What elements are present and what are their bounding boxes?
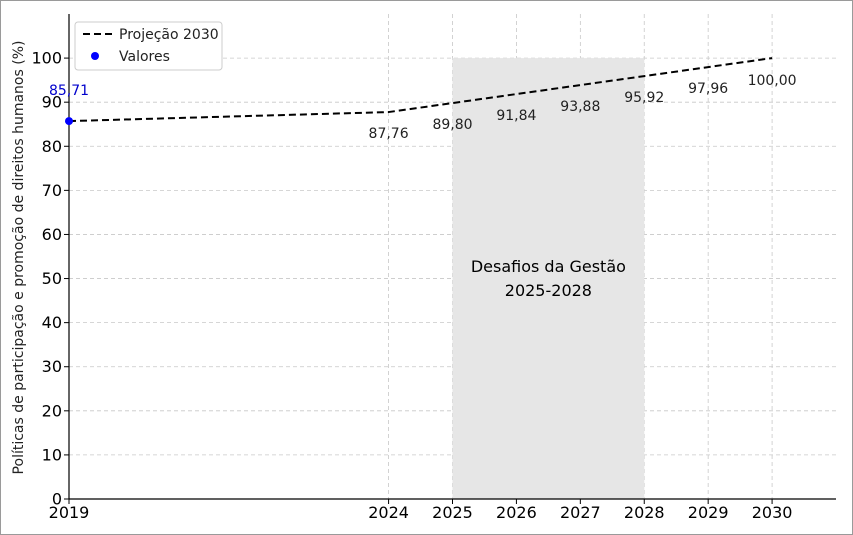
data-label: 100,00 [748, 73, 797, 89]
series-layer [65, 57, 773, 126]
y-tick-label: 10 [42, 445, 62, 464]
shaded-region-rect [452, 58, 645, 499]
data-label: 93,88 [560, 99, 600, 115]
y-tick-label: 60 [42, 225, 62, 244]
data-label: 97,96 [688, 81, 728, 97]
y-tick-label: 80 [42, 137, 62, 156]
y-tick-label: 40 [42, 313, 62, 332]
value-point [65, 117, 73, 126]
data-labels: 85,71 87,76 89,80 91,84 93,88 95,92 97,96 100,0… [49, 73, 797, 142]
y-tick-label: 20 [42, 401, 62, 420]
x-tick-label: 2028 [624, 503, 665, 522]
legend-label-valores: Valores [119, 49, 170, 65]
y-tick-label: 30 [42, 357, 62, 376]
x-tick-label: 2027 [560, 503, 601, 522]
data-label: 95,92 [624, 90, 664, 106]
legend-label-projecao: Projeção 2030 [119, 27, 219, 43]
data-label: 91,84 [496, 108, 536, 124]
y-tick-label: 70 [42, 181, 62, 200]
data-label: 89,80 [432, 117, 472, 133]
x-tick-label: 2026 [496, 503, 537, 522]
shaded-region-label: Desafios da Gestão [471, 257, 626, 276]
y-tick-label: 50 [42, 269, 62, 288]
data-label: 87,76 [369, 126, 409, 142]
projection-line [68, 57, 773, 123]
legend-swatch-valores [91, 52, 99, 60]
x-tick-label: 2029 [688, 503, 729, 522]
x-tick-label: 2019 [49, 503, 90, 522]
x-tick-label: 2024 [368, 503, 409, 522]
shaded-region: Desafios da Gestão 2025-2028 [452, 58, 645, 499]
shaded-region-label: 2025-2028 [505, 281, 592, 300]
y-axis-label: Políticas de participação e promoção de … [11, 41, 27, 475]
x-tick-label: 2025 [432, 503, 473, 522]
data-label: 85,71 [49, 83, 89, 99]
x-tick-label: 2030 [752, 503, 793, 522]
y-tick-label: 100 [31, 49, 62, 68]
y-tick-label: 0 [52, 490, 62, 509]
y-tick-label: 90 [42, 93, 62, 112]
legend: Projeção 2030 Valores [74, 21, 223, 71]
